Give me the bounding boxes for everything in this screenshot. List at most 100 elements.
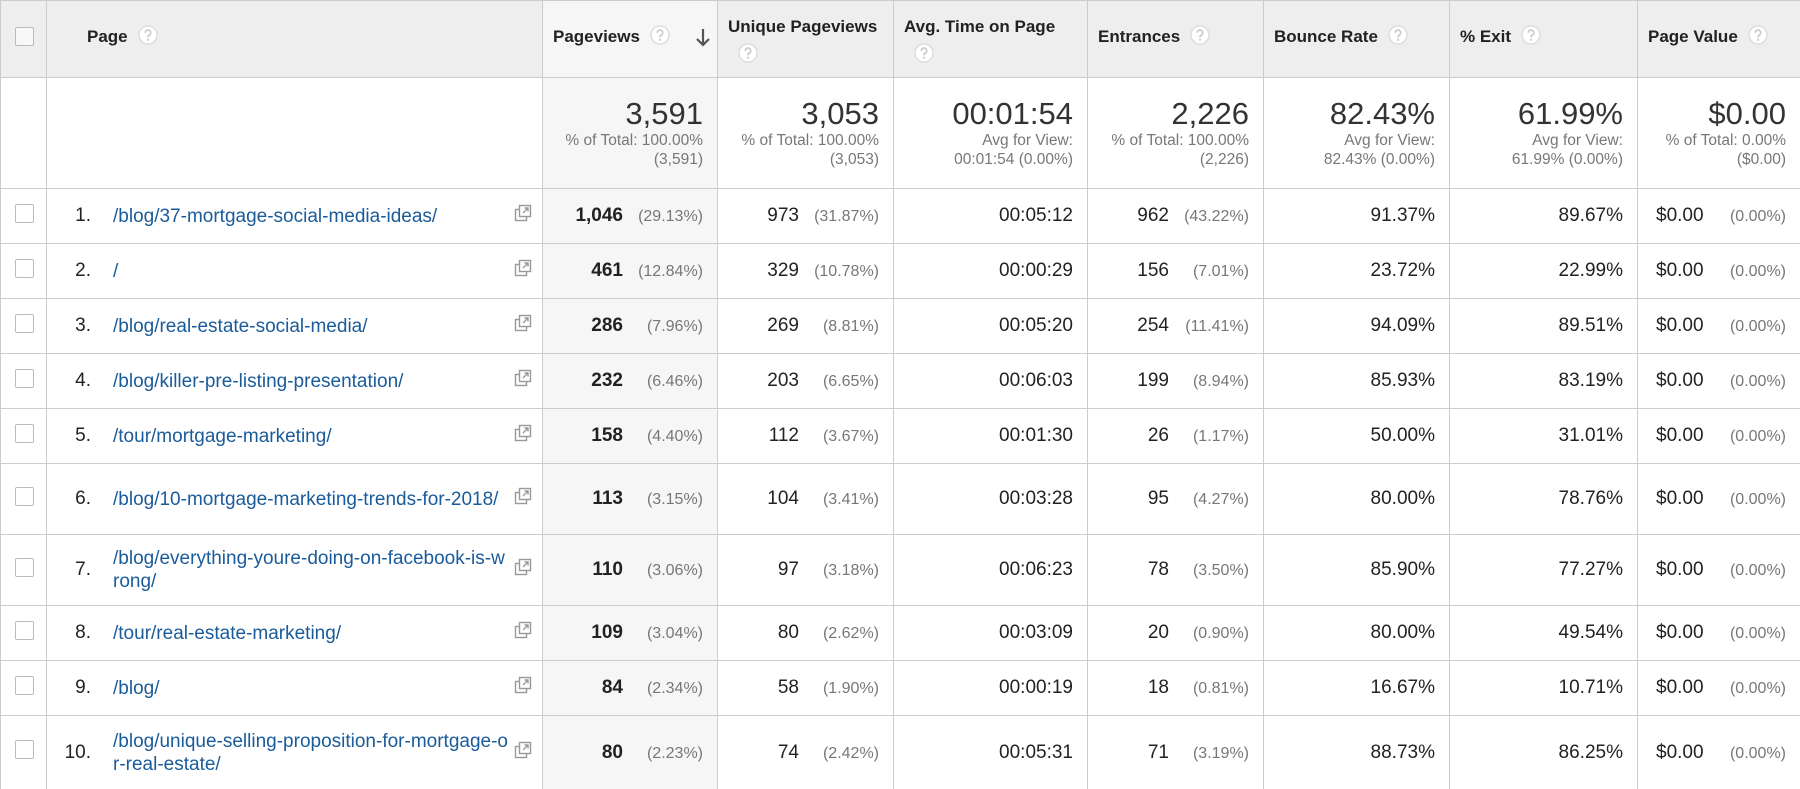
metric-percent: (4.40%) bbox=[646, 428, 703, 445]
metric-cell: $0.00 (0.00%) bbox=[1637, 408, 1800, 464]
open-link-icon[interactable] bbox=[514, 424, 532, 448]
page-link[interactable]: /blog/killer-pre-listing-presentation/ bbox=[113, 370, 404, 392]
metric-value: 91.37% bbox=[1370, 205, 1435, 226]
open-link-icon[interactable] bbox=[514, 558, 532, 582]
open-link-icon[interactable] bbox=[514, 204, 532, 228]
metric-value: 26 bbox=[1147, 425, 1169, 446]
checkbox[interactable] bbox=[15, 258, 34, 278]
metric-percent: (0.00%) bbox=[1729, 491, 1786, 508]
metric-value: 89.67% bbox=[1558, 205, 1623, 226]
page-link[interactable]: /blog/ bbox=[113, 677, 160, 699]
open-link-icon[interactable] bbox=[514, 621, 532, 645]
column-header[interactable]: Bounce Rate bbox=[1263, 0, 1450, 78]
checkbox[interactable] bbox=[15, 313, 34, 333]
metric-percent: (3.15%) bbox=[646, 491, 703, 508]
metric-value: 962 bbox=[1137, 205, 1169, 226]
metric-wrap: $0.00 (0.00%) bbox=[1638, 559, 1800, 581]
open-link-icon[interactable] bbox=[514, 487, 532, 511]
metric-cell: 00:00:29 bbox=[893, 243, 1088, 299]
metric-cell: 203 (6.65%) bbox=[717, 353, 894, 409]
open-link-icon[interactable] bbox=[514, 676, 532, 700]
help-glyph bbox=[650, 25, 670, 45]
column-label: Page Value bbox=[1648, 26, 1738, 46]
page-link[interactable]: /tour/mortgage-marketing/ bbox=[113, 425, 332, 447]
metric-percent: (7.96%) bbox=[646, 318, 703, 335]
row-rank: 9. bbox=[75, 677, 91, 698]
checkbox[interactable] bbox=[15, 675, 34, 695]
metric-percent: (0.00%) bbox=[1729, 562, 1786, 579]
checkbox[interactable] bbox=[15, 620, 34, 640]
open-glyph bbox=[514, 558, 532, 576]
totals-cell: $0.00% of Total: 0.00% ($0.00) bbox=[1637, 77, 1800, 189]
checkbox[interactable] bbox=[15, 203, 34, 223]
metric-value: 71 bbox=[1147, 741, 1169, 763]
total-value: 3,053 bbox=[801, 96, 879, 131]
help-icon bbox=[137, 25, 158, 50]
metric-percent: (0.90%) bbox=[1192, 625, 1249, 642]
checkbox[interactable] bbox=[15, 27, 34, 46]
open-link-icon[interactable] bbox=[514, 259, 532, 283]
metric-value: 00:00:19 bbox=[999, 677, 1073, 698]
column-header[interactable]: Avg. Time on Page bbox=[893, 0, 1088, 78]
page-link[interactable]: /blog/10-mortgage-marketing-trends-for-2… bbox=[113, 488, 499, 510]
checkbox[interactable] bbox=[15, 557, 34, 577]
metric-cell: 269 (8.81%) bbox=[717, 298, 894, 354]
metric-value: 22.99% bbox=[1558, 260, 1623, 281]
metric-value: 113 bbox=[592, 488, 623, 509]
page-cell: 4. /blog/killer-pre-listing-presentation/ bbox=[46, 353, 543, 409]
metric-value: 31.01% bbox=[1558, 425, 1623, 446]
metric-percent: (29.13%) bbox=[638, 208, 703, 225]
metric-cell: 20 (0.90%) bbox=[1087, 605, 1264, 661]
column-label: Unique Pageviews bbox=[728, 17, 878, 36]
open-glyph bbox=[514, 741, 532, 758]
page-link[interactable]: /blog/37-mortgage-social-media-ideas/ bbox=[113, 205, 438, 227]
page-link[interactable]: /blog/unique-selling-proposition-for-mor… bbox=[113, 730, 508, 775]
column-label: % Exit bbox=[1460, 26, 1512, 46]
metric-cell: 50.00% bbox=[1263, 408, 1450, 464]
metric-percent: (2.62%) bbox=[822, 625, 879, 642]
total-note: Avg for View: 00:01:54 (0.00%) bbox=[954, 132, 1073, 168]
checkbox[interactable] bbox=[15, 740, 34, 759]
metric-wrap: $0.00 (0.00%) bbox=[1638, 315, 1800, 337]
metric-value: 97 bbox=[777, 559, 799, 580]
data-row: 6. /blog/10-mortgage-marketing-trends-for… bbox=[0, 463, 1800, 535]
header-cell bbox=[0, 0, 47, 78]
column-header[interactable]: % Exit bbox=[1449, 0, 1638, 78]
checkbox[interactable] bbox=[15, 368, 34, 388]
metric-percent: (1.90%) bbox=[822, 680, 879, 697]
column-header[interactable]: Page Value bbox=[1637, 0, 1800, 78]
page-link[interactable]: / bbox=[113, 260, 119, 282]
checkbox[interactable] bbox=[15, 423, 34, 443]
open-link-icon[interactable] bbox=[514, 369, 532, 393]
metric-cell: 80.00% bbox=[1263, 463, 1450, 535]
open-link-icon[interactable] bbox=[514, 314, 532, 338]
metric-wrap: $0.00 (0.00%) bbox=[1638, 260, 1800, 282]
page-link[interactable]: /blog/everything-youre-doing-on-facebook… bbox=[113, 548, 505, 592]
metric-wrap: 80 (2.23%) bbox=[543, 742, 717, 764]
metric-wrap: 97 (3.18%) bbox=[718, 559, 893, 581]
data-row: 7. /blog/everything-youre-doing-on-facebo… bbox=[0, 534, 1800, 606]
metric-value: 10.71% bbox=[1558, 677, 1623, 698]
column-header[interactable]: Pageviews bbox=[542, 0, 718, 78]
total-note: % of Total: 100.00% (2,226) bbox=[1111, 132, 1249, 168]
page-wrap: 10. /blog/unique-selling-proposition-for-… bbox=[47, 730, 542, 776]
metric-wrap: 58 (1.90%) bbox=[718, 677, 893, 699]
column-header[interactable]: Page bbox=[46, 0, 543, 78]
totals-cell: 3,591% of Total: 100.00% (3,591) bbox=[542, 77, 718, 189]
sort-glyph bbox=[696, 29, 710, 47]
open-link-icon[interactable] bbox=[514, 741, 532, 765]
total-value: 3,591 bbox=[625, 96, 703, 131]
metric-value: 95 bbox=[1147, 488, 1169, 509]
row-select bbox=[0, 534, 47, 606]
page-link[interactable]: /blog/real-estate-social-media/ bbox=[113, 315, 368, 337]
page-link[interactable]: /tour/real-estate-marketing/ bbox=[113, 622, 342, 644]
column-header[interactable]: Entrances bbox=[1087, 0, 1264, 78]
page-wrap: 5. /tour/mortgage-marketing/ bbox=[47, 424, 542, 448]
metric-cell: 254 (11.41%) bbox=[1087, 298, 1264, 354]
metric-percent: (0.00%) bbox=[1729, 428, 1786, 445]
help-icon bbox=[1521, 25, 1541, 50]
metric-value: 78 bbox=[1147, 559, 1169, 580]
column-header[interactable]: Unique Pageviews bbox=[717, 0, 894, 78]
checkbox[interactable] bbox=[15, 486, 34, 506]
metric-cell: 23.72% bbox=[1263, 243, 1450, 299]
